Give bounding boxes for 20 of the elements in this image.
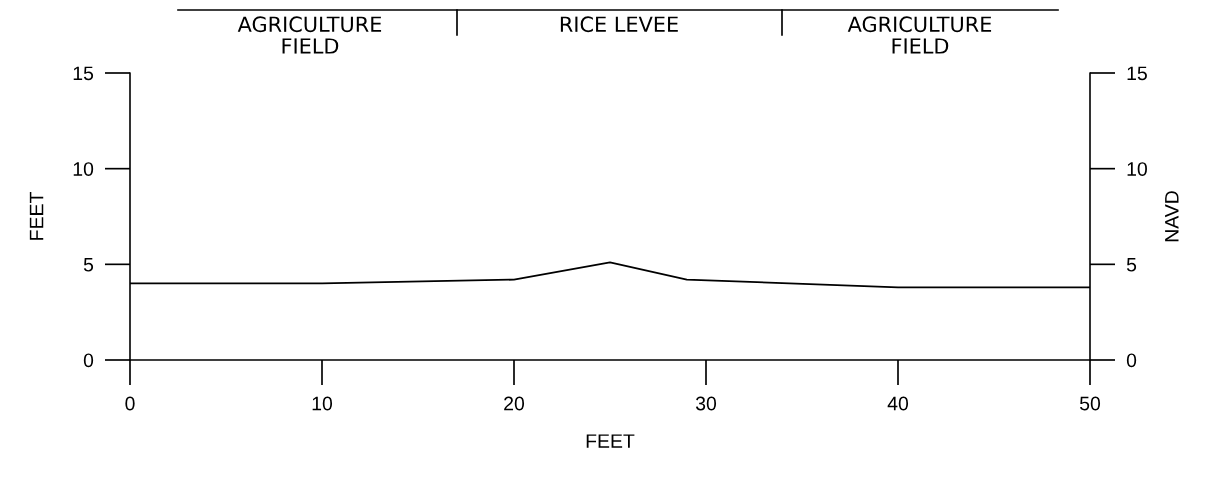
y2-tick-label: 5 bbox=[1126, 258, 1137, 272]
x-tick-label: 10 bbox=[312, 396, 333, 411]
y-tick-label: 0 bbox=[83, 353, 94, 368]
x-tick-label: 50 bbox=[1079, 396, 1101, 411]
x-tick-label: 40 bbox=[887, 396, 909, 411]
y2-axis-title: NAVD bbox=[1165, 191, 1179, 242]
text: AGRICULTURE FIELD bbox=[847, 16, 992, 54]
y-tick-label: 10 bbox=[73, 162, 94, 176]
x-tick-label: 20 bbox=[504, 396, 525, 411]
y2-tick-label: 0 bbox=[1126, 353, 1137, 368]
text: RICE LEVEE bbox=[560, 16, 678, 33]
x-tick-label: 30 bbox=[695, 396, 717, 411]
y-tick-label: 15 bbox=[73, 66, 94, 81]
y2-tick-label: 15 bbox=[1127, 66, 1147, 81]
x-axis-title: FEET bbox=[586, 434, 635, 448]
y-tick-label: 5 bbox=[83, 258, 94, 272]
x-tick-label: 0 bbox=[125, 396, 135, 411]
y-axis-title: FEET bbox=[29, 192, 44, 240]
text: AGRICULTURE FIELD bbox=[237, 16, 382, 54]
y2-tick-label: 10 bbox=[1127, 162, 1147, 176]
